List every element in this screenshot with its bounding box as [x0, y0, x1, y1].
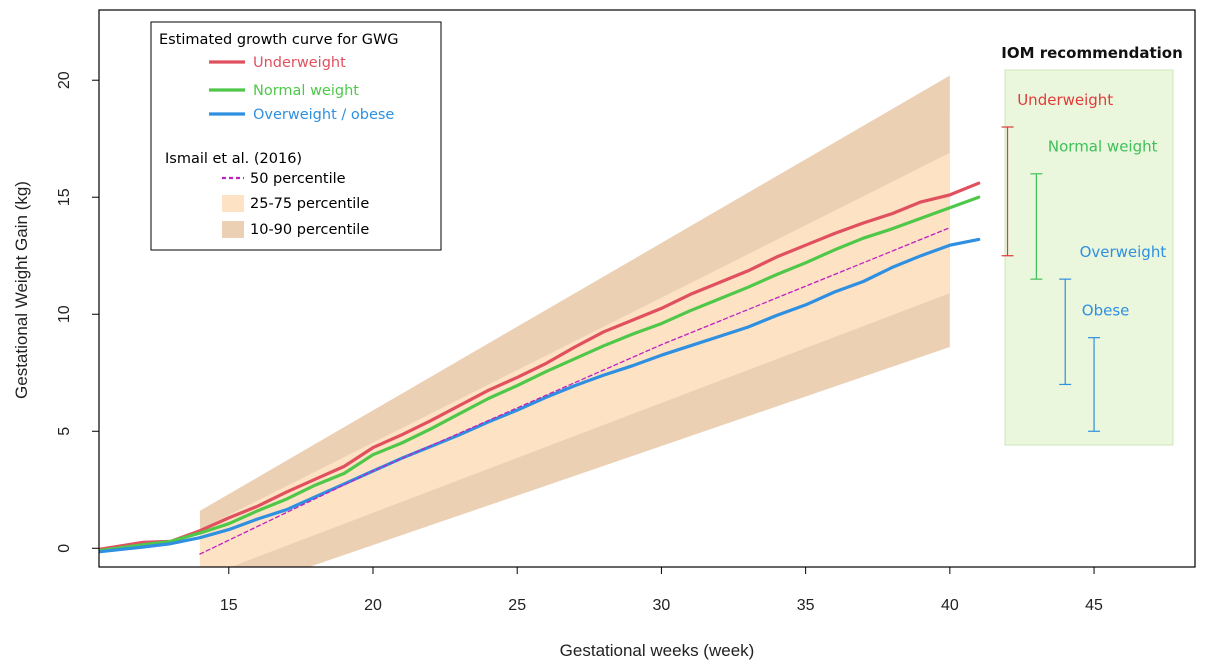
legend-swatch-10-90-percentile [222, 221, 244, 238]
x-tick-label-20: 20 [364, 597, 382, 614]
x-axis-ticks: 15 20 25 30 35 40 45 [220, 567, 1103, 614]
legend-label-overweight-obese: Overweight / obese [253, 107, 394, 123]
y-axis-title: Gestational Weight Gain (kg) [12, 181, 31, 399]
x-tick-label-45: 45 [1085, 597, 1103, 614]
legend-label-underweight: Underweight [253, 55, 346, 71]
y-tick-label-10: 10 [56, 305, 73, 323]
legend-title-ismail: Ismail et al. (2016) [165, 151, 302, 167]
x-tick-label-40: 40 [941, 597, 959, 614]
legend-label-10-90-percentile: 10-90 percentile [250, 222, 369, 238]
legend-box [150, 21, 442, 251]
iom-background-box [1004, 69, 1174, 446]
y-tick-label-15: 15 [56, 188, 73, 206]
iom-label-underweight: Underweight [1017, 91, 1113, 109]
legend: Estimated growth curve for GWG Ismail et… [150, 21, 442, 251]
x-tick-label-15: 15 [220, 597, 238, 614]
x-axis-title: Gestational weeks (week) [560, 641, 755, 660]
iom-label-normal-weight: Normal weight [1048, 138, 1158, 156]
plot-frame [98, 9, 1196, 568]
legend-label-25-75-percentile: 25-75 percentile [250, 196, 369, 212]
iom-label-overweight: Overweight [1080, 243, 1167, 261]
y-tick-label-0: 0 [56, 544, 73, 553]
legend-title-estimated: Estimated growth curve for GWG [159, 32, 399, 48]
legend-label-normal-weight: Normal weight [253, 83, 359, 99]
series-line-normal-weight [99, 195, 981, 553]
iom-recommendation-panel [1004, 69, 1174, 446]
iom-label-obese: Obese [1082, 301, 1130, 319]
series-line-50-percentile [199, 227, 951, 555]
x-tick-label-30: 30 [653, 597, 671, 614]
y-tick-label-20: 20 [56, 71, 73, 89]
series-line-overweight-obese [99, 237, 981, 554]
iom-title: IOM recommendation [1001, 44, 1183, 62]
y-tick-label-5: 5 [56, 427, 73, 436]
iom-range-bars: Underweight Normal weight Overweight Obese [1001, 91, 1167, 432]
series-line-underweight [99, 181, 981, 551]
x-tick-label-35: 35 [797, 597, 815, 614]
x-tick-label-25: 25 [508, 597, 526, 614]
legend-label-50-percentile: 50 percentile [250, 171, 346, 187]
growth-curves [99, 181, 981, 555]
legend-swatch-25-75-percentile [222, 195, 244, 212]
y-axis-ticks: 0 5 10 15 20 [56, 71, 99, 553]
